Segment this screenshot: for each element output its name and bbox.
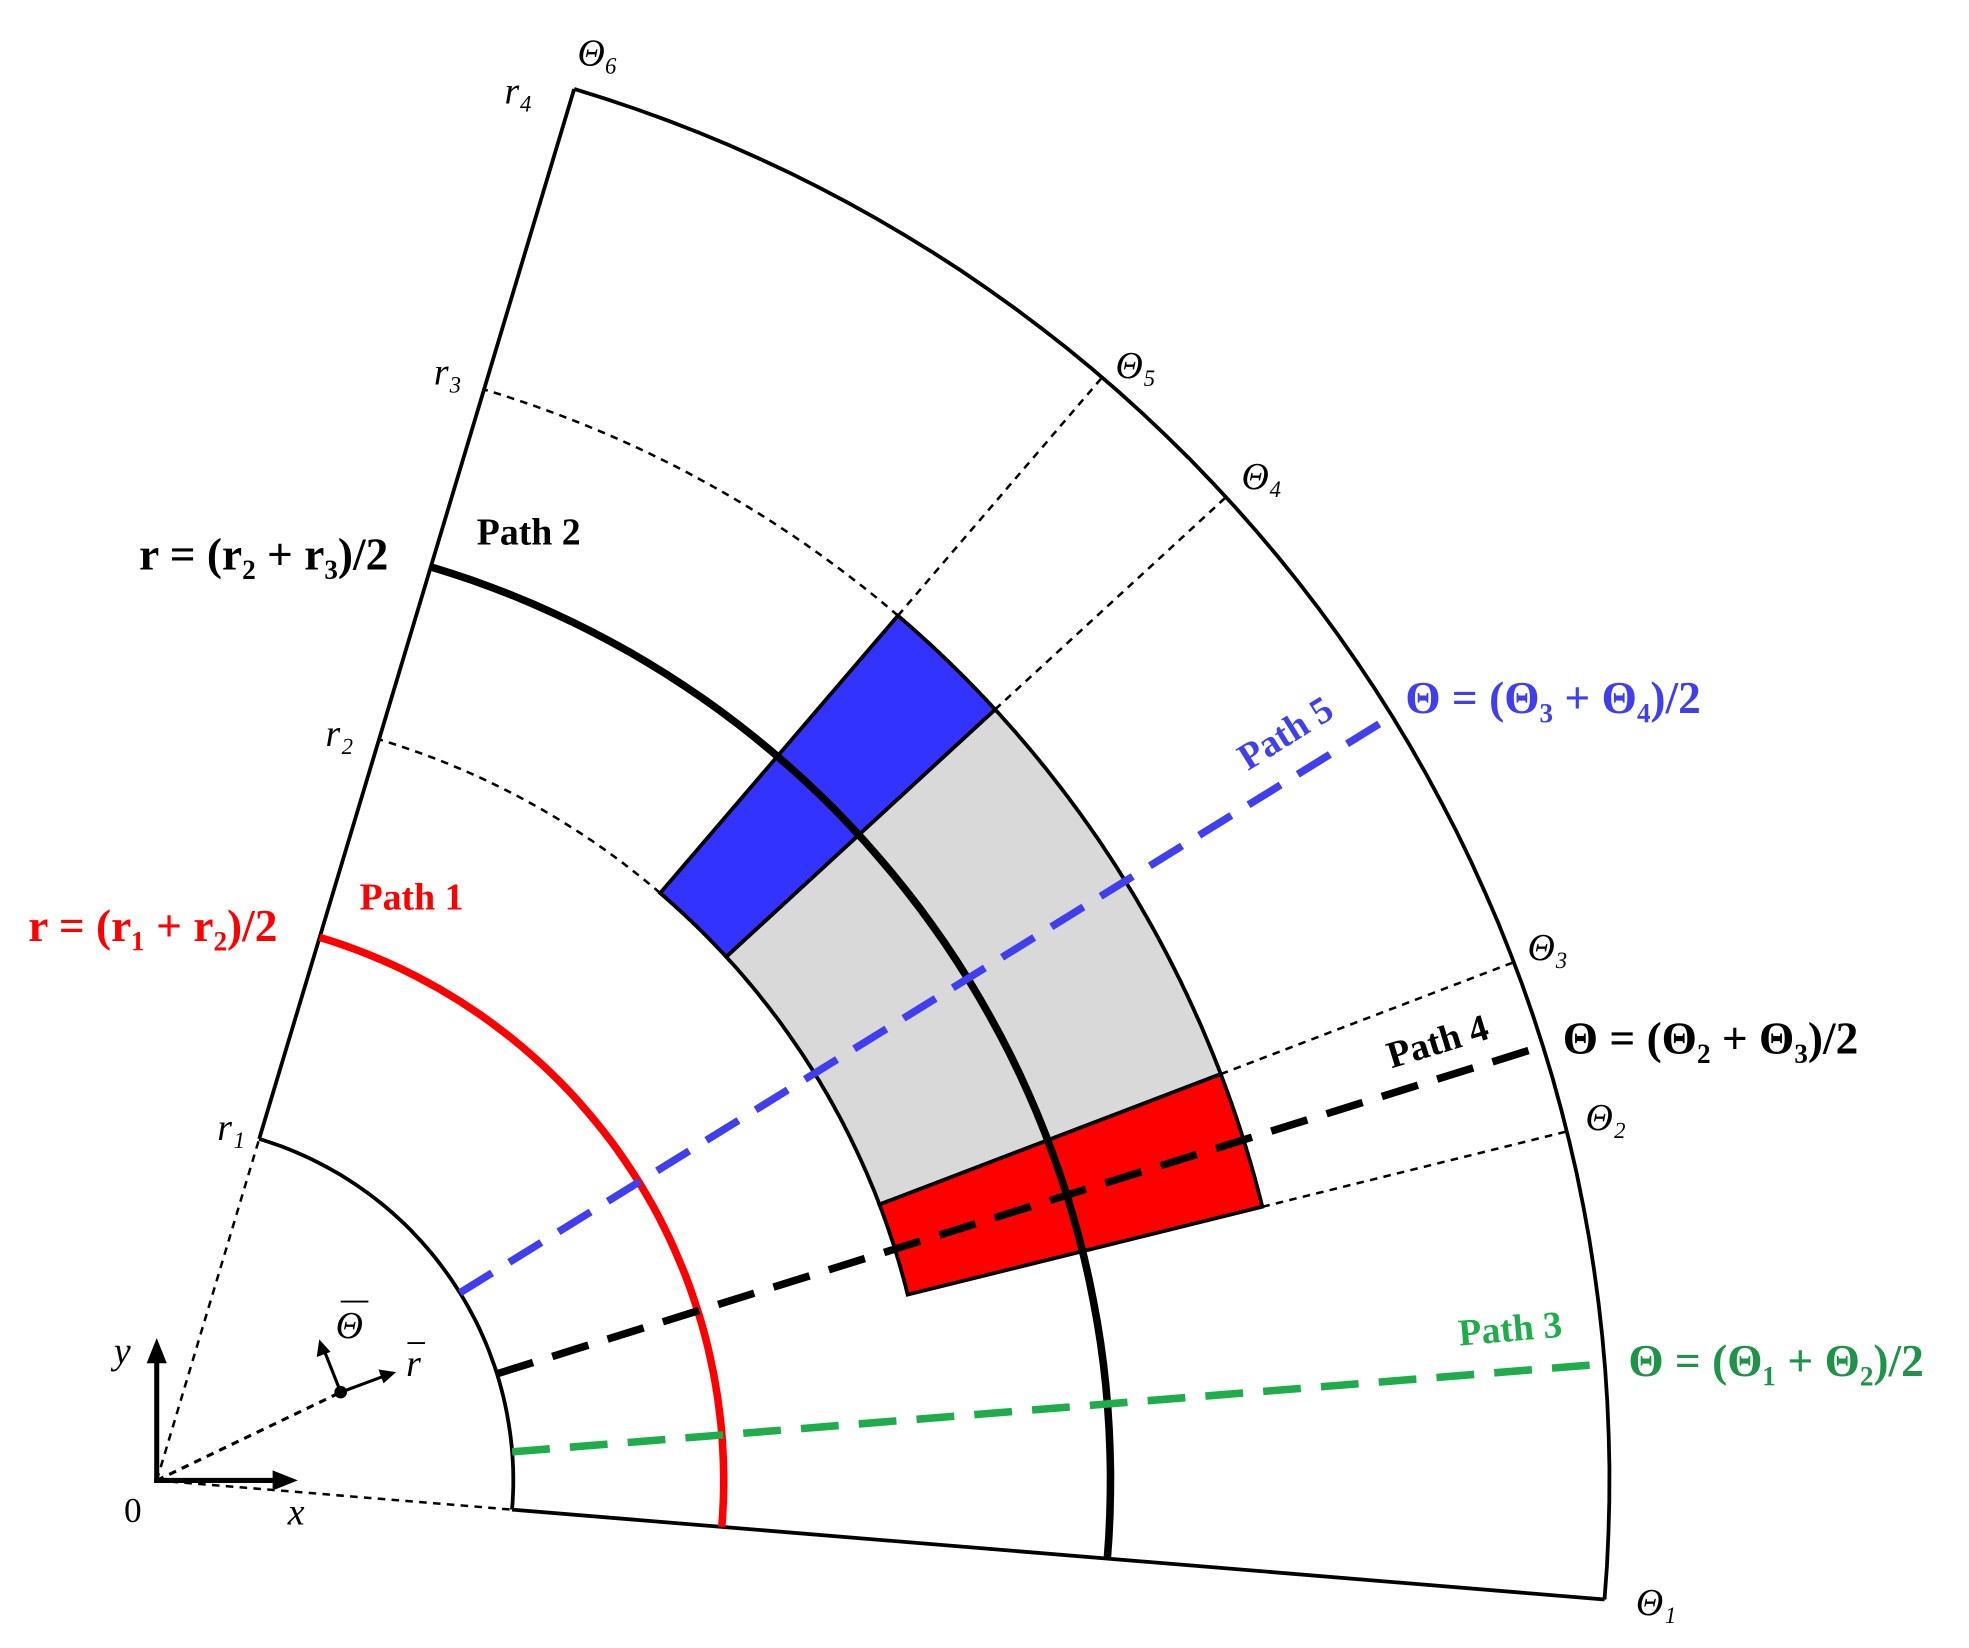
angle-label: Θ₂	[1585, 1097, 1625, 1139]
axis-label: y	[110, 1330, 131, 1372]
path-label: Path 1	[360, 877, 464, 919]
cell-red	[877, 1071, 1265, 1297]
path-equation: Θ = (Θ₂ + Θ₃)/2	[1563, 1013, 1859, 1063]
construction-arc	[378, 738, 662, 895]
construction-line	[994, 496, 1227, 711]
construction-line	[896, 376, 1104, 617]
coordinate-axes	[146, 1338, 298, 1491]
vector-label: r	[406, 1343, 421, 1385]
construction-arc	[483, 388, 899, 617]
path-3	[511, 1360, 1606, 1456]
construction-line	[1262, 1130, 1568, 1209]
radius-label: r₄	[504, 70, 532, 112]
construction-line	[155, 1138, 261, 1481]
path-equation: Θ = (Θ₃ + Θ₄)/2	[1405, 673, 1701, 723]
arrow-head	[272, 1470, 298, 1491]
boundary-arc	[573, 87, 1612, 1600]
radius-label: r₁	[217, 1107, 245, 1149]
geometry	[155, 87, 1612, 1602]
path-5	[457, 712, 1395, 1297]
path-label: Path 4	[1382, 1006, 1494, 1077]
origin-label: 0	[124, 1491, 142, 1530]
vector-label: Θ	[336, 1305, 363, 1347]
path-equation: Θ = (Θ₁ + Θ₂)/2	[1628, 1336, 1924, 1386]
boundary-line	[511, 1507, 1605, 1602]
arrow-head	[146, 1338, 167, 1364]
angle-label: Θ₃	[1528, 927, 1568, 969]
construction-line	[1220, 961, 1515, 1076]
radial-line	[156, 1390, 342, 1482]
radius-label: r₃	[434, 351, 462, 393]
construction-line	[156, 1479, 513, 1511]
boundary-arc	[258, 1137, 516, 1510]
path-1	[318, 933, 728, 1528]
local-vectors	[156, 1300, 426, 1482]
path-4	[495, 1042, 1545, 1378]
boundary-line	[257, 88, 576, 1140]
arrow-head	[378, 1369, 397, 1384]
axis-label: x	[287, 1492, 305, 1534]
radius-label: r₂	[326, 713, 354, 755]
angle-label: Θ₁	[1636, 1582, 1676, 1624]
path-equation: r = (r₂ + r₃)/2	[139, 529, 388, 579]
theta-vector	[322, 1350, 343, 1393]
arrow-head	[316, 1339, 331, 1357]
path-label: Path 3	[1457, 1304, 1564, 1355]
path-2	[429, 563, 1115, 1559]
path-label: Path 2	[477, 511, 581, 553]
angle-label: Θ₅	[1116, 345, 1156, 387]
path-label: Path 5	[1230, 688, 1340, 779]
angle-label: Θ₆	[578, 33, 618, 75]
path-equation: r = (r₁ + r₂)/2	[28, 901, 277, 951]
angle-label: Θ₄	[1242, 456, 1282, 498]
r-vector	[340, 1374, 386, 1394]
